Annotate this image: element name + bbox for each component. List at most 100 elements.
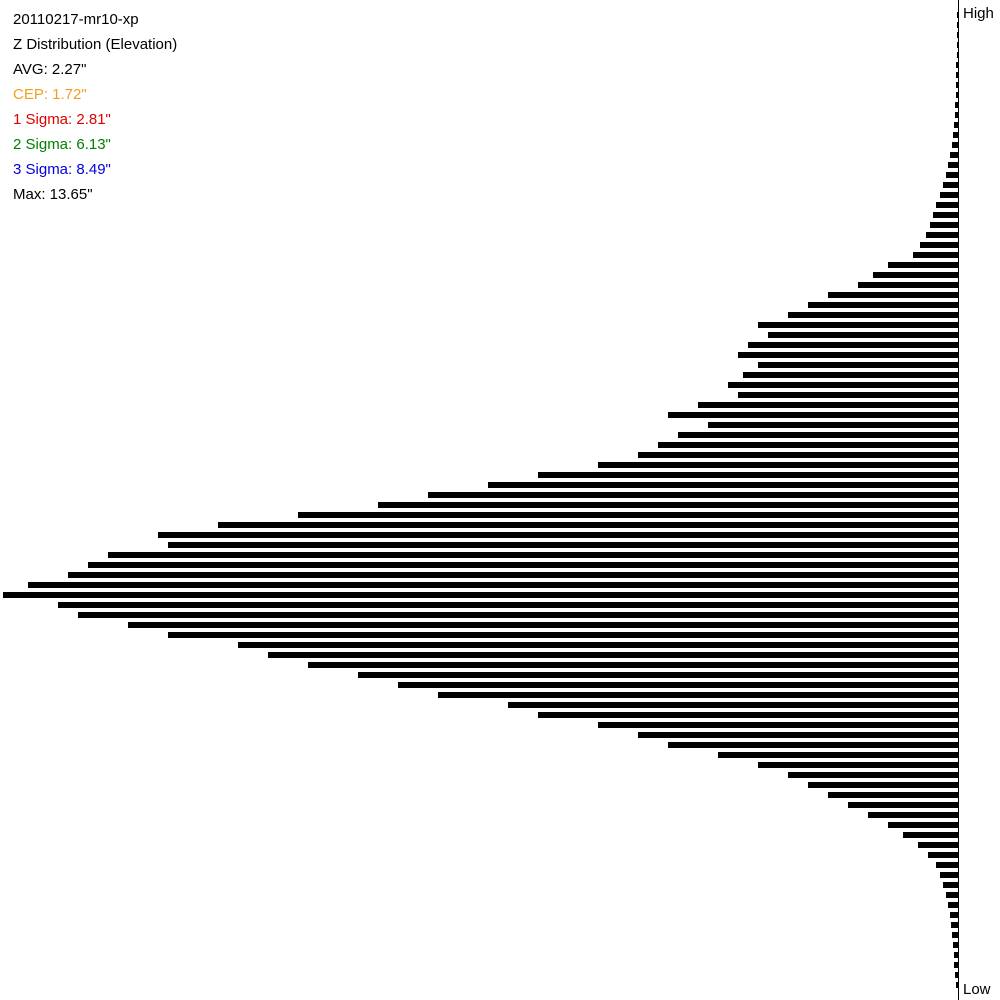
bar <box>957 32 958 38</box>
bar <box>28 582 958 588</box>
bar <box>926 232 958 238</box>
bar <box>358 672 958 678</box>
bar <box>918 842 958 848</box>
bar <box>638 732 958 738</box>
bar <box>308 662 958 668</box>
bar <box>708 422 958 428</box>
bar <box>378 502 958 508</box>
bar <box>956 92 958 98</box>
bar <box>658 442 958 448</box>
bar <box>858 282 958 288</box>
bar <box>946 892 958 898</box>
stat-annotation: CEP: 1.72" <box>13 86 87 103</box>
stat-annotation: 3 Sigma: 8.49" <box>13 161 111 178</box>
bar <box>828 792 958 798</box>
bar <box>868 812 958 818</box>
bar <box>598 462 958 468</box>
bar <box>948 162 958 168</box>
bar <box>956 62 958 68</box>
bar <box>158 532 958 538</box>
bar <box>948 902 958 908</box>
axis-label-low: Low <box>963 981 991 998</box>
bar <box>928 852 958 858</box>
bar <box>738 392 958 398</box>
bar <box>438 692 958 698</box>
bar <box>538 712 958 718</box>
bar <box>128 622 958 628</box>
bar <box>828 292 958 298</box>
bar <box>950 912 958 918</box>
bar <box>956 82 958 88</box>
bar <box>940 872 958 878</box>
bar <box>873 272 958 278</box>
bar <box>788 312 958 318</box>
bar <box>957 52 958 58</box>
bar <box>638 452 958 458</box>
stat-annotation: AVG: 2.27" <box>13 61 86 78</box>
bar <box>952 932 958 938</box>
bar <box>920 242 958 248</box>
bar <box>668 412 958 418</box>
bar <box>888 822 958 828</box>
bar <box>954 962 958 968</box>
bar <box>913 252 958 258</box>
bar <box>933 212 958 218</box>
bar <box>218 522 958 528</box>
bar <box>943 182 958 188</box>
bar <box>940 192 958 198</box>
bar <box>168 542 958 548</box>
chart-subtitle: Z Distribution (Elevation) <box>13 36 177 53</box>
bar <box>758 762 958 768</box>
stat-annotation: Max: 13.65" <box>13 186 93 203</box>
bar <box>668 742 958 748</box>
bar <box>598 722 958 728</box>
bar <box>848 802 958 808</box>
bar <box>758 322 958 328</box>
bar <box>955 972 958 978</box>
bar <box>956 72 958 78</box>
bar <box>743 372 958 378</box>
bar <box>538 472 958 478</box>
bar <box>678 432 958 438</box>
bar <box>957 42 958 48</box>
bar <box>955 112 958 118</box>
bar <box>3 592 958 598</box>
bar <box>698 402 958 408</box>
bar <box>738 352 958 358</box>
bar <box>808 782 958 788</box>
bar <box>58 602 958 608</box>
bar <box>768 332 958 338</box>
bar <box>728 382 958 388</box>
bar <box>488 482 958 488</box>
bar <box>930 222 958 228</box>
stat-annotation: 1 Sigma: 2.81" <box>13 111 111 128</box>
bar <box>952 142 958 148</box>
bar <box>888 262 958 268</box>
bar <box>718 752 958 758</box>
bar <box>68 572 958 578</box>
bar <box>788 772 958 778</box>
bar <box>954 952 958 958</box>
bar <box>168 632 958 638</box>
bar <box>398 682 958 688</box>
bar <box>950 152 958 158</box>
bar <box>78 612 958 618</box>
axis-label-high: High <box>963 5 994 22</box>
bar <box>956 982 958 988</box>
bar <box>748 342 958 348</box>
bar <box>946 172 958 178</box>
bar <box>954 122 958 128</box>
bar <box>955 102 958 108</box>
stat-annotation: 2 Sigma: 6.13" <box>13 136 111 153</box>
chart-title: 20110217-mr10-xp <box>13 11 139 28</box>
bar <box>903 832 958 838</box>
bar <box>957 22 958 28</box>
bar <box>238 642 958 648</box>
bar <box>298 512 958 518</box>
bar <box>943 882 958 888</box>
bar <box>808 302 958 308</box>
bar <box>957 12 958 18</box>
bar <box>758 362 958 368</box>
